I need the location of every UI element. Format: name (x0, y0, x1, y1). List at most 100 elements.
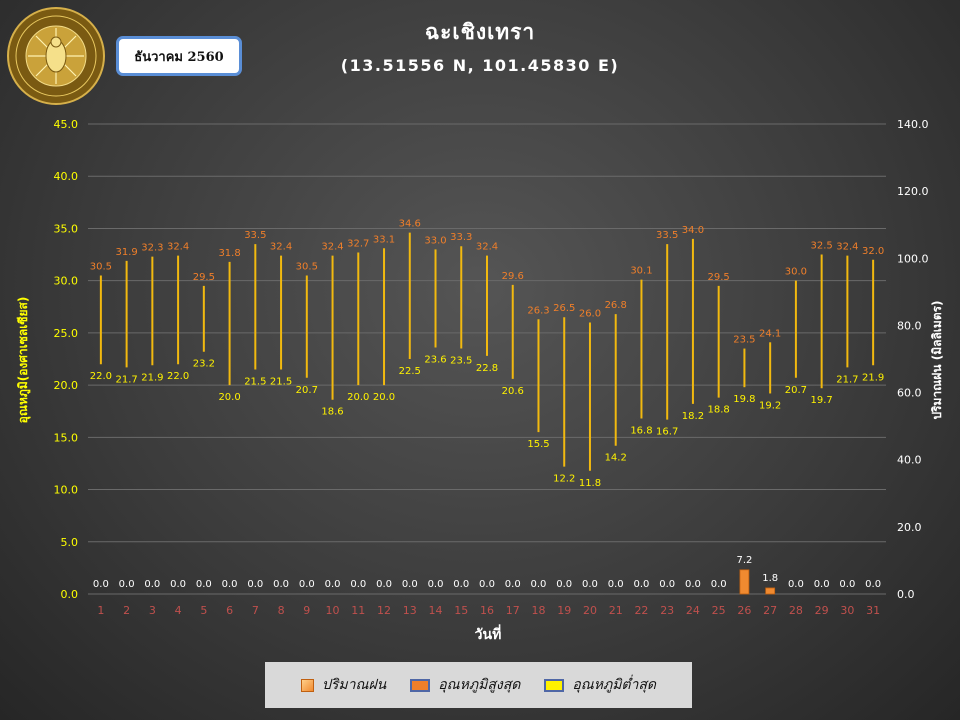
temp-max-label: 31.9 (115, 247, 137, 258)
temp-max-label: 24.1 (759, 328, 781, 339)
temp-min-label: 20.7 (785, 385, 807, 396)
x-tick-label: 10 (326, 604, 340, 617)
temp-min-label: 19.2 (759, 400, 781, 411)
x-tick-label: 24 (686, 604, 700, 617)
temp-max-label: 29.5 (193, 272, 215, 283)
rain-value-label: 0.0 (376, 579, 392, 590)
temp-min-label: 20.6 (502, 386, 524, 397)
x-tick-label: 29 (815, 604, 829, 617)
x-tick-label: 15 (454, 604, 468, 617)
rain-value-label: 0.0 (144, 579, 160, 590)
rain-value-label: 0.0 (428, 579, 444, 590)
legend-swatch-temp-max (410, 678, 431, 692)
rain-value-label: 0.0 (93, 579, 109, 590)
rain-value-label: 0.0 (453, 579, 469, 590)
rain-value-label: 0.0 (865, 579, 881, 590)
right-tick-label: 20.0 (897, 521, 922, 534)
x-tick-label: 28 (789, 604, 803, 617)
temp-min-label: 21.5 (270, 376, 292, 387)
rain-value-label: 7.2 (736, 555, 752, 566)
temp-max-label: 30.1 (630, 266, 652, 277)
temp-min-label: 23.5 (450, 356, 472, 367)
legend-swatch-rain (300, 678, 314, 692)
left-axis-title: อุณหภูมิ(องศาเซลเซียส) (16, 297, 31, 424)
temp-min-label: 16.7 (656, 427, 678, 438)
rain-value-label: 0.0 (170, 579, 186, 590)
x-tick-label: 6 (226, 604, 233, 617)
rain-value-label: 0.0 (402, 579, 418, 590)
legend-swatch-temp-min (544, 678, 565, 692)
x-tick-label: 8 (278, 604, 285, 617)
x-tick-label: 21 (609, 604, 623, 617)
rain-value-label: 0.0 (582, 579, 598, 590)
temp-min-label: 18.2 (682, 411, 704, 422)
legend-label-rain: ปริมาณฝน (321, 677, 387, 693)
left-tick-label: 0.0 (61, 588, 79, 601)
temp-min-label: 21.7 (115, 374, 137, 385)
rain-value-label: 1.8 (762, 573, 778, 584)
rain-value-label: 0.0 (814, 579, 830, 590)
x-tick-label: 31 (866, 604, 880, 617)
temp-max-label: 32.4 (836, 242, 858, 253)
legend-label-temp-min: อุณหภูมิต่ำสุด (572, 677, 657, 693)
rain-value-label: 0.0 (788, 579, 804, 590)
right-axis: 0.0 20.0 40.0 60.0 80.0 100.0 120.0 140.0 (897, 118, 929, 601)
temp-min-label: 20.0 (373, 392, 395, 403)
x-tick-label: 2 (123, 604, 130, 617)
rain-value-label: 0.0 (299, 579, 315, 590)
temp-max-label: 32.4 (321, 242, 343, 253)
chart-title: ฉะเชิงเทรา (424, 20, 536, 44)
x-tick-label: 1 (97, 604, 104, 617)
meteorological-department-seal (7, 7, 105, 105)
temp-max-label: 30.0 (785, 267, 807, 278)
temp-max-label: 32.5 (811, 241, 833, 252)
temp-min-label: 20.7 (296, 385, 318, 396)
temp-min-label: 23.2 (193, 359, 215, 370)
temp-min-label: 11.8 (579, 478, 601, 489)
rain-value-label: 0.0 (659, 579, 675, 590)
rain-value-label: 0.0 (479, 579, 495, 590)
temp-max-label: 33.5 (244, 230, 266, 241)
temp-min-label: 18.8 (708, 405, 730, 416)
rain-bars (739, 569, 776, 595)
legend-item-temp-min: อุณหภูมิต่ำสุด (544, 674, 656, 696)
temp-min-label: 14.2 (605, 453, 627, 464)
rain-value-label: 0.0 (711, 579, 727, 590)
x-tick-label: 30 (840, 604, 854, 617)
x-tick-label: 12 (377, 604, 391, 617)
temp-max-label: 32.4 (167, 242, 189, 253)
rain-value-label: 0.0 (608, 579, 624, 590)
temp-min-label: 19.7 (811, 395, 833, 406)
legend-label-temp-max: อุณหภูมิสูงสุด (438, 677, 521, 693)
left-tick-label: 25.0 (54, 327, 79, 340)
x-tick-label: 27 (763, 604, 777, 617)
temp-min-label: 16.8 (630, 426, 652, 437)
temperature-range-lines (99, 232, 875, 471)
x-tick-label: 14 (429, 604, 443, 617)
rain-value-label: 0.0 (196, 579, 212, 590)
left-tick-label: 30.0 (54, 275, 79, 288)
temp-max-label: 34.6 (399, 219, 421, 230)
temp-max-label: 31.8 (218, 248, 240, 259)
temp-max-label: 34.0 (682, 225, 704, 236)
x-tick-label: 19 (557, 604, 571, 617)
rain-value-label: 0.0 (505, 579, 521, 590)
x-tick-label: 7 (252, 604, 259, 617)
temp-max-label: 30.5 (296, 261, 318, 272)
right-tick-label: 80.0 (897, 319, 922, 332)
right-tick-label: 100.0 (897, 252, 929, 265)
temp-max-label: 23.5 (733, 335, 755, 346)
x-tick-label: 11 (351, 604, 365, 617)
right-tick-label: 120.0 (897, 185, 929, 198)
temp-max-label: 32.7 (347, 238, 369, 249)
right-tick-label: 0.0 (897, 588, 915, 601)
temp-max-label: 30.5 (90, 261, 112, 272)
x-tick-label: 5 (200, 604, 207, 617)
temp-max-label: 32.0 (862, 246, 884, 257)
x-tick-label: 17 (506, 604, 520, 617)
right-axis-title: ปริมาณฝน (มิลลิเมตร) (930, 300, 944, 419)
rain-value-label: 0.0 (222, 579, 238, 590)
temp-max-label: 29.6 (502, 271, 524, 282)
temp-min-label: 23.6 (424, 355, 446, 366)
temp-max-label: 33.1 (373, 234, 395, 245)
